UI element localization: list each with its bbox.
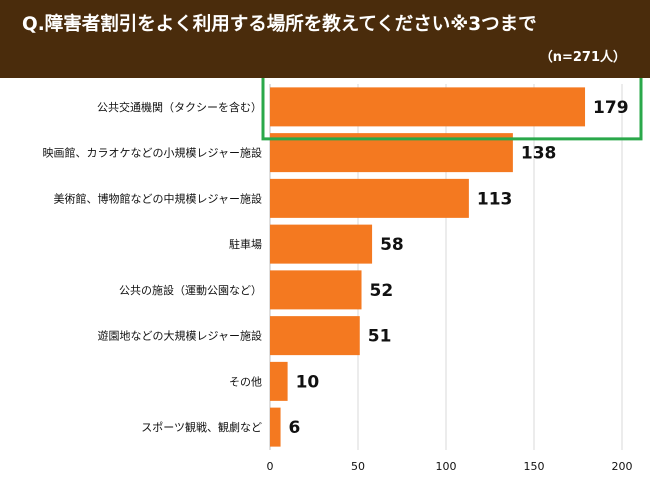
data-label: 6 [289, 418, 301, 438]
category-label: その他 [229, 375, 262, 388]
x-tick-label: 50 [351, 460, 365, 473]
x-tick-label: 150 [524, 460, 545, 473]
bar [270, 178, 469, 218]
bar-chart: 0 50 100 150 200 公共交通機関（タクシーを含む） 179 映画館、カラオケなど… [43, 78, 643, 473]
chart-title: Q.障害者割引をよく利用する場所を教えてください※3つまで [22, 14, 537, 35]
bar [270, 224, 373, 264]
category-label: スポーツ観戦、観劇など [141, 420, 262, 434]
bar [270, 407, 281, 447]
x-tick-label: 100 [436, 460, 457, 473]
data-label: 113 [477, 189, 513, 209]
chart-header: Q.障害者割引をよく利用する場所を教えてください※3つまで （n=271人） [0, 0, 650, 78]
x-tick-label: 0 [267, 460, 274, 473]
category-label: 映画館、カラオケなどの小規模レジャー施設 [43, 146, 262, 160]
data-label: 138 [521, 144, 557, 164]
data-label: 52 [370, 281, 394, 301]
data-label: 51 [368, 327, 392, 347]
highlight-frame [261, 78, 643, 141]
bar [270, 270, 362, 310]
category-label: 美術館、博物館などの中規模レジャー施設 [54, 191, 262, 205]
category-label: 駐車場 [229, 237, 262, 251]
data-label: 179 [593, 98, 629, 118]
category-label: 公共交通機関（タクシーを含む） [97, 100, 262, 114]
bar [270, 87, 586, 127]
category-label: 公共の施設（運動公園など） [119, 283, 262, 297]
bar [270, 361, 288, 401]
bar [270, 316, 360, 356]
x-tick-label: 200 [612, 460, 633, 473]
category-label: 遊園地などの大規模レジャー施設 [98, 329, 262, 343]
sample-size-label: （n=271人） [539, 50, 626, 65]
data-label: 58 [380, 235, 404, 255]
data-label: 10 [296, 372, 320, 392]
